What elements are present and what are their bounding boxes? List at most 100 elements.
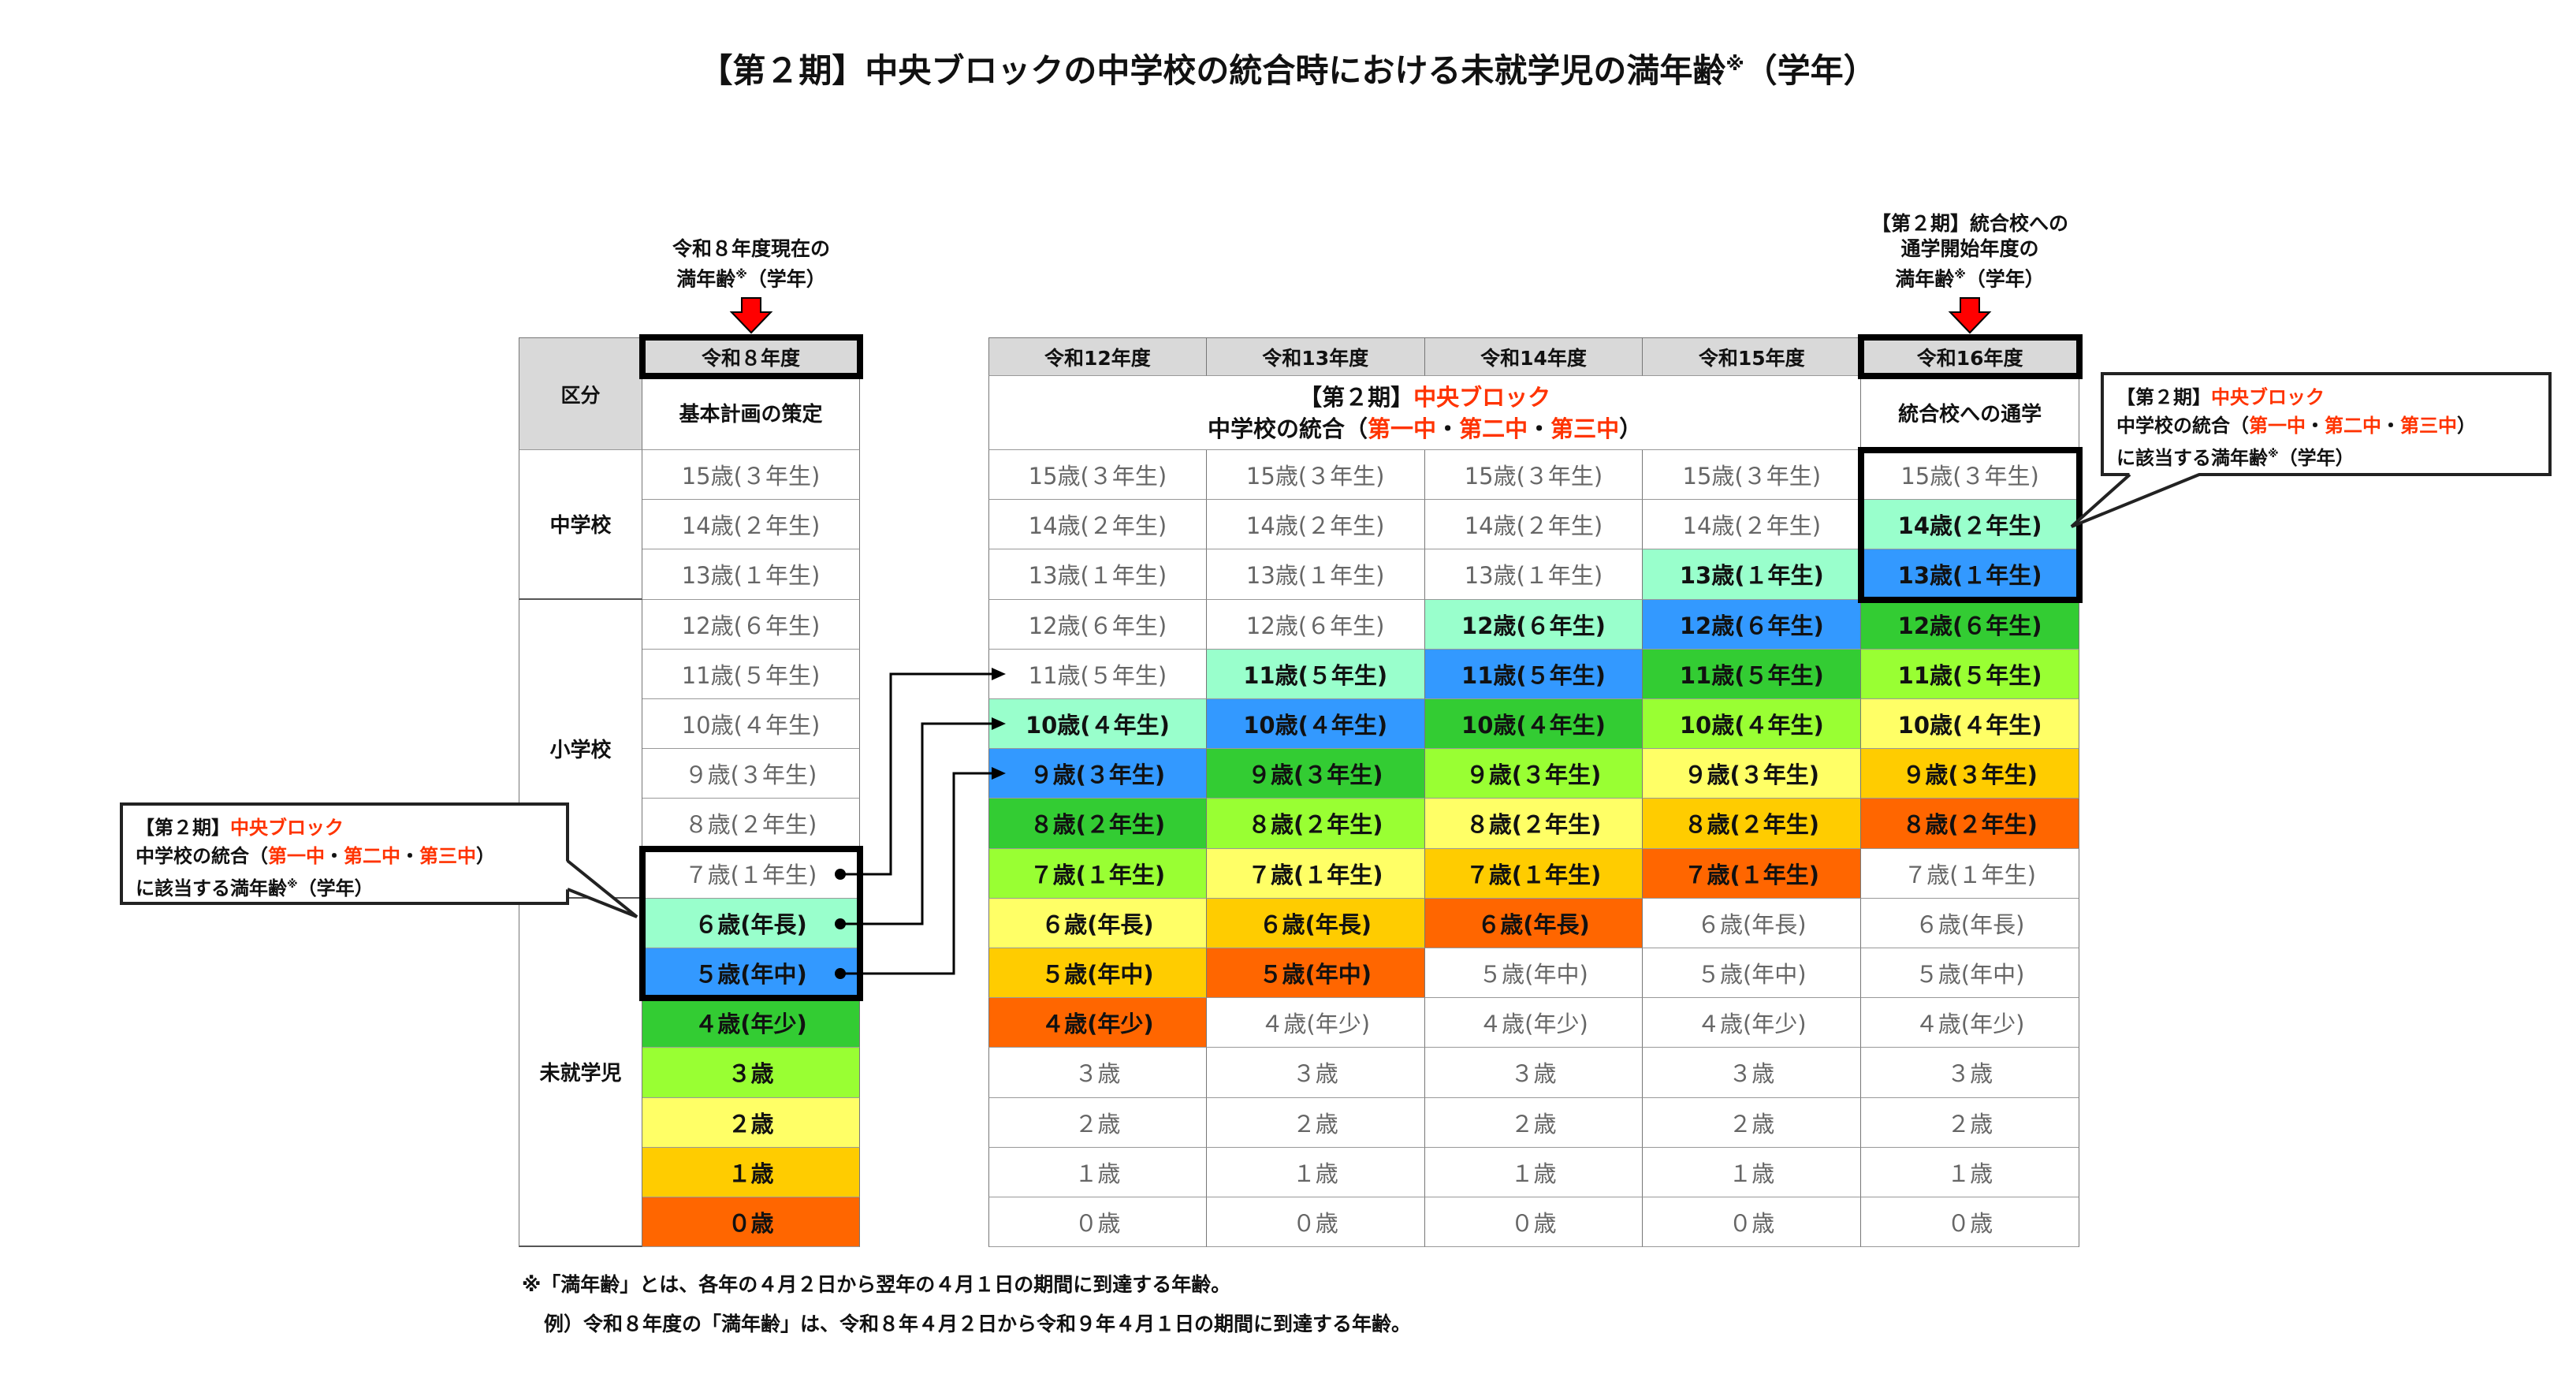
age-cell: ６歳(年長): [1424, 898, 1644, 948]
age-cell: 10歳(４年生): [1861, 699, 2079, 750]
age-cell: ３歳: [1206, 1048, 1425, 1098]
age-cell: １歳: [642, 1147, 860, 1197]
age-cell: 14歳(２年生): [1206, 500, 1425, 550]
age-cell: 13歳(１年生): [988, 549, 1207, 600]
age-cell: 13歳(１年生): [1861, 549, 2079, 600]
age-cell: 11歳(５年生): [1643, 649, 1862, 699]
age-cell: 13歳(１年生): [1643, 549, 1862, 600]
age-cell: ８歳(２年生): [1424, 799, 1644, 849]
plan-header: 基本計画の策定: [642, 376, 860, 450]
age-cell: ２歳: [1643, 1097, 1862, 1148]
age-cell: ６歳(年長): [1206, 898, 1425, 948]
age-cell: ６歳(年長): [642, 898, 860, 948]
age-cell: ５歳(年中): [1424, 948, 1644, 999]
age-cell: ３歳: [1643, 1048, 1862, 1098]
age-cell: ８歳(２年生): [1643, 799, 1862, 849]
callout-line2: 中学校の統合（第一中・第二中・第三中）: [136, 842, 553, 870]
left-label-suffix: （学年）: [746, 267, 826, 291]
age-cell: ７歳(１年生): [1861, 848, 2079, 899]
school-2: 第二中: [1459, 415, 1528, 442]
right-label-text: 満年齢: [1895, 267, 1955, 291]
sep: ・: [400, 845, 419, 867]
age-cell: ８歳(２年生): [1206, 799, 1425, 849]
sep: ・: [2306, 415, 2325, 437]
age-cell: ４歳(年少): [1424, 998, 1644, 1048]
left-label-text: 満年齢: [676, 267, 736, 291]
age-cell: １歳: [1643, 1147, 1862, 1197]
right-label-note: ※: [1954, 267, 1966, 281]
age-cell: 12歳(６年生): [1206, 599, 1425, 650]
callout-line2-prefix: 中学校の統合（: [136, 845, 268, 867]
connector-arrow: [842, 672, 995, 975]
age-cell: ５歳(年中): [1643, 948, 1862, 999]
school-2: 第二中: [2325, 415, 2381, 437]
age-cell: ２歳: [988, 1097, 1207, 1148]
age-cell: 11歳(５年生): [1861, 649, 2079, 699]
age-cell: 11歳(５年生): [1206, 649, 1425, 699]
sep: ・: [1436, 415, 1460, 442]
age-cell: ８歳(２年生): [642, 799, 860, 849]
year-header: 令和12年度: [988, 337, 1207, 376]
age-cell: ４歳(年少): [1643, 998, 1862, 1048]
callout-line2: 中学校の統合（第一中・第二中・第三中）: [2116, 411, 2536, 440]
age-cell: ６歳(年長): [1643, 898, 1862, 948]
age-cell: 10歳(４年生): [1643, 699, 1862, 750]
group-label: 中学校: [519, 450, 642, 600]
age-cell: ０歳: [1424, 1197, 1644, 1248]
age-cell: 15歳(３年生): [1424, 450, 1644, 501]
age-cell: ２歳: [1861, 1097, 2079, 1148]
school-3: 第三中: [419, 845, 476, 867]
age-cell: 10歳(４年生): [642, 699, 860, 750]
age-cell: 13歳(１年生): [642, 549, 860, 600]
age-cell: ４歳(年少): [988, 998, 1207, 1048]
age-cell: ９歳(３年生): [988, 749, 1207, 799]
callout-line3-text: に該当する満年齢: [2116, 447, 2268, 469]
school-1: 第一中: [1368, 415, 1437, 442]
age-cell: 14歳(２年生): [1424, 500, 1644, 550]
left-label-line1: 令和８年度現在の: [672, 237, 830, 260]
left-label-note: ※: [735, 267, 747, 281]
age-cell: ９歳(３年生): [1643, 749, 1862, 799]
age-cell: 12歳(６年生): [988, 599, 1207, 650]
age-cell: ３歳: [988, 1048, 1207, 1098]
age-cell: 13歳(１年生): [1206, 549, 1425, 600]
age-cell: ８歳(２年生): [1861, 799, 2079, 849]
callout-right: 【第２期】中央ブロック 中学校の統合（第一中・第二中・第三中） に該当する満年齢…: [2101, 372, 2552, 476]
age-cell: ９歳(３年生): [1424, 749, 1644, 799]
year-header: 令和15年度: [1643, 337, 1862, 376]
sep: ・: [1528, 415, 1551, 442]
age-cell: 13歳(１年生): [1424, 549, 1644, 600]
callout-suffix: ）: [476, 845, 495, 867]
age-cell: １歳: [1424, 1147, 1644, 1197]
callout-line2-prefix: 中学校の統合（: [2116, 415, 2249, 437]
header-suffix: ）: [1619, 415, 1643, 442]
callout-line1: 【第２期】中央ブロック: [136, 814, 553, 842]
callout-note: ※: [2268, 448, 2279, 460]
age-cell: 11歳(５年生): [988, 649, 1207, 699]
age-cell: ８歳(２年生): [988, 799, 1207, 849]
age-cell: ０歳: [988, 1197, 1207, 1248]
age-cell: ６歳(年長): [1861, 898, 2079, 948]
age-cell: ０歳: [1206, 1197, 1425, 1248]
age-cell: 14歳(２年生): [1643, 500, 1862, 550]
callout-block: 中央ブロック: [2211, 386, 2325, 408]
age-cell: ７歳(１年生): [988, 848, 1207, 899]
school-2: 第二中: [344, 845, 400, 867]
callout-left: 【第２期】中央ブロック 中学校の統合（第一中・第二中・第三中） に該当する満年齢…: [120, 802, 569, 905]
age-cell: 12歳(６年生): [642, 599, 860, 650]
callout-line3: に該当する満年齢※（学年）: [2116, 440, 2536, 472]
right-label-line2: 通学開始年度の: [1900, 237, 2039, 260]
age-cell: ７歳(１年生): [1643, 848, 1862, 899]
down-arrow-icon: [729, 297, 773, 334]
age-cell: ０歳: [1861, 1197, 2079, 1248]
callout-line3: に該当する満年齢※（学年）: [136, 870, 553, 903]
year-header-r8: 令和８年度: [642, 337, 860, 376]
age-cell: １歳: [1861, 1147, 2079, 1197]
age-cell: ９歳(３年生): [1861, 749, 2079, 799]
title-suffix: （学年）: [1744, 51, 1877, 90]
age-cell: ７歳(１年生): [642, 848, 860, 899]
age-cell: ６歳(年長): [988, 898, 1207, 948]
age-cell: ７歳(１年生): [1206, 848, 1425, 899]
age-cell: ０歳: [1643, 1197, 1862, 1248]
